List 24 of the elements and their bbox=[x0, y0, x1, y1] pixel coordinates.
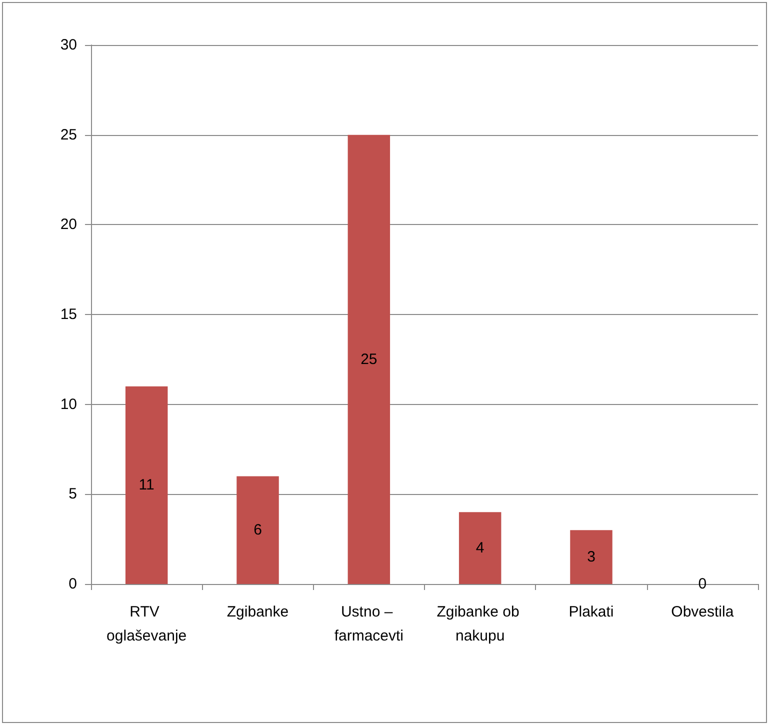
data-label: 0 bbox=[698, 576, 707, 592]
bar bbox=[236, 476, 279, 584]
x-tick-label: Zgibanke bbox=[226, 604, 289, 620]
bar bbox=[570, 530, 612, 584]
data-label: 11 bbox=[138, 476, 154, 494]
y-tick-label: 25 bbox=[60, 126, 77, 144]
y-tick-label: 5 bbox=[68, 486, 77, 503]
y-tick-label: 0 bbox=[68, 576, 77, 592]
x-tick-label: Obvestila bbox=[671, 604, 734, 620]
x-tick-label: Ustno – farmacevti bbox=[334, 604, 404, 644]
x-tick-label: RTV oglaševanje bbox=[106, 604, 187, 644]
data-label: 4 bbox=[476, 540, 484, 557]
bar bbox=[125, 386, 168, 584]
y-tick-label: 15 bbox=[60, 306, 77, 323]
bar bbox=[458, 512, 502, 584]
data-label: 6 bbox=[254, 522, 262, 539]
y-tick-label: 30 bbox=[60, 36, 77, 54]
y-tick-label: 10 bbox=[60, 396, 77, 413]
data-label: 3 bbox=[587, 548, 596, 566]
x-tick-label: Plakati bbox=[568, 604, 614, 620]
bar bbox=[348, 134, 390, 584]
y-tick-label: 20 bbox=[60, 216, 77, 234]
x-tick-label: Zgibanke ob nakupu bbox=[436, 604, 524, 644]
data-label: 25 bbox=[360, 350, 378, 368]
